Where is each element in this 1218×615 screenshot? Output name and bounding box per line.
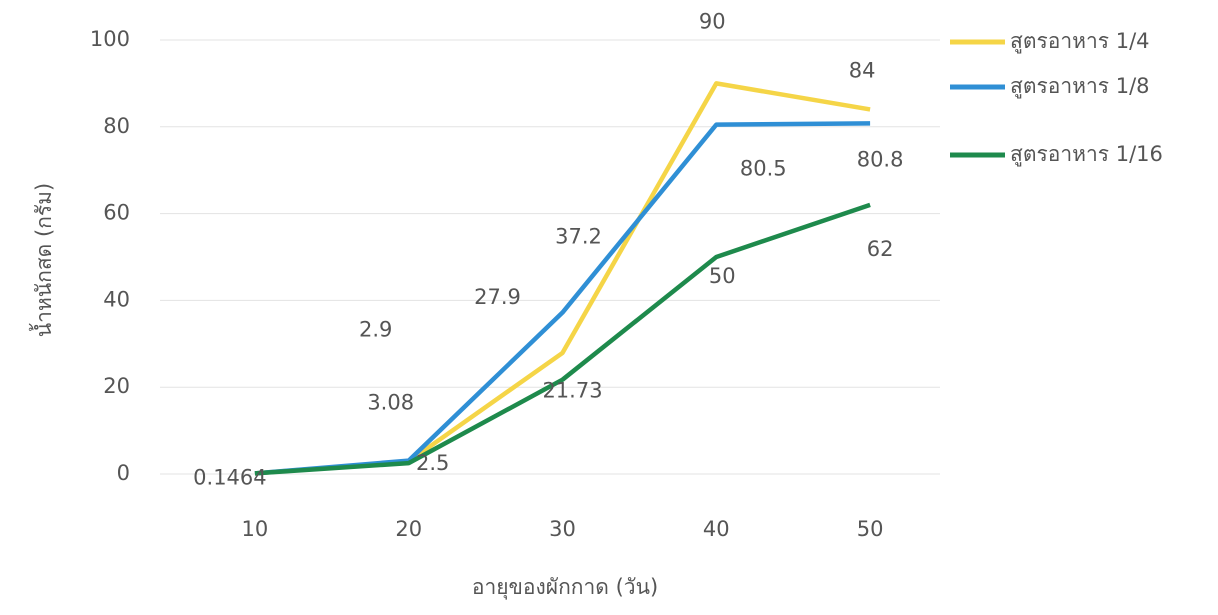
data-label: 80.5 bbox=[740, 157, 787, 181]
y-tick-label: 60 bbox=[103, 201, 130, 225]
x-tick-label: 50 bbox=[857, 517, 884, 541]
data-label: 90 bbox=[699, 9, 726, 33]
legend-label: สูตรอาหาร 1/8 bbox=[1010, 74, 1150, 99]
legend-label: สูตรอาหาร 1/4 bbox=[1010, 29, 1150, 54]
data-label: 37.2 bbox=[555, 225, 602, 249]
data-label: 80.8 bbox=[857, 147, 904, 171]
legend-label: สูตรอาหาร 1/16 bbox=[1010, 142, 1163, 167]
series-line bbox=[254, 202, 871, 476]
x-tick-label: 40 bbox=[703, 517, 730, 541]
y-tick-label: 20 bbox=[103, 374, 130, 398]
data-label: 3.08 bbox=[367, 391, 414, 415]
data-label: 62 bbox=[867, 237, 894, 261]
x-axis-label: อายุของผักกาด (วัน) bbox=[472, 575, 658, 600]
data-label: 0.1464 bbox=[193, 465, 266, 489]
data-label: 27.9 bbox=[474, 285, 521, 309]
y-tick-label: 100 bbox=[90, 27, 130, 51]
data-label: 84 bbox=[849, 58, 876, 82]
data-label: 21.73 bbox=[542, 379, 602, 403]
y-tick-label: 80 bbox=[103, 114, 130, 138]
y-axis-label: น้ำหนักสด (กรัม) bbox=[29, 183, 56, 337]
y-tick-label: 40 bbox=[103, 287, 130, 311]
data-label: 2.9 bbox=[359, 317, 392, 341]
x-tick-label: 10 bbox=[242, 517, 269, 541]
x-tick-label: 30 bbox=[549, 517, 576, 541]
data-label: 50 bbox=[709, 264, 736, 288]
data-label: 2.5 bbox=[416, 451, 449, 475]
x-tick-label: 20 bbox=[395, 517, 422, 541]
series-line bbox=[254, 81, 871, 476]
y-tick-label: 0 bbox=[117, 461, 130, 485]
